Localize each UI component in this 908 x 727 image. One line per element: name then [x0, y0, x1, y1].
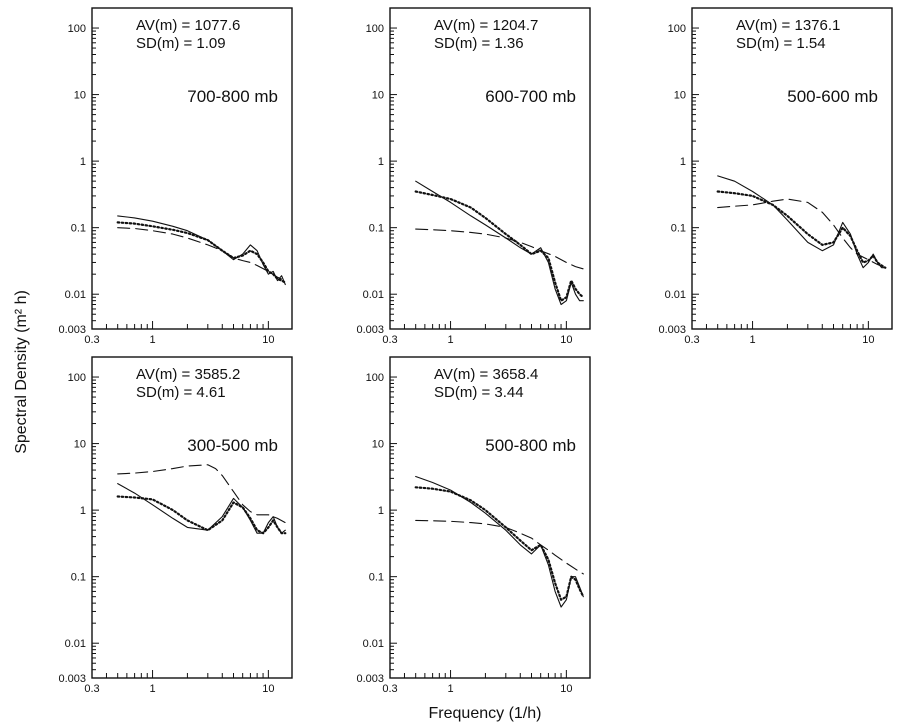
series-line-dashed [415, 519, 584, 575]
x-tick-label: 0.3 [382, 334, 397, 346]
y-tick-label: 0.01 [65, 638, 86, 650]
sd-label: SD(m) = 3.44 [434, 384, 524, 401]
series-line-dashed [415, 228, 584, 270]
av-label: AV(m) = 1077.6 [136, 17, 240, 34]
x-tick-label: 1 [447, 683, 453, 695]
x-tick-label: 1 [749, 334, 755, 346]
series-line-solid [717, 175, 886, 269]
layer-label: 700-800 mb [187, 87, 278, 106]
y-tick-label: 10 [674, 90, 686, 102]
y-tick-label: 10 [372, 439, 384, 451]
y-tick-label: 0.01 [363, 289, 384, 301]
x-tick-label: 1 [447, 334, 453, 346]
y-axis-title: Spectral Density (m² h) [13, 290, 30, 454]
layer-label: 300-500 mb [187, 436, 278, 455]
av-label: AV(m) = 1376.1 [736, 17, 840, 34]
y-tick-label: 1 [378, 156, 384, 168]
series-line-dotted [716, 190, 887, 269]
y-tick-label: 0.003 [58, 673, 86, 685]
y-tick-label: 0.003 [356, 673, 384, 685]
x-tick-label: 1 [149, 683, 155, 695]
plot-frame [91, 356, 293, 679]
y-tick-label: 0.01 [665, 289, 686, 301]
av-label: AV(m) = 3585.2 [136, 366, 240, 383]
x-tick-label: 0.3 [382, 683, 397, 695]
av-label: AV(m) = 1204.7 [434, 17, 538, 34]
x-tick-label: 10 [862, 334, 874, 346]
series-line-solid [415, 475, 584, 608]
x-tick-label: 10 [262, 683, 274, 695]
y-tick-label: 0.003 [58, 324, 86, 336]
series-line-dotted [116, 495, 287, 535]
y-tick-label: 0.1 [671, 223, 686, 235]
series-line-solid [117, 215, 286, 286]
y-tick-label: 10 [74, 439, 86, 451]
y-tick-label: 1 [80, 156, 86, 168]
layer-label: 500-800 mb [485, 436, 576, 455]
sd-label: SD(m) = 1.36 [434, 35, 524, 52]
y-tick-label: 0.1 [369, 223, 384, 235]
y-tick-label: 1 [80, 505, 86, 517]
series-line-dotted [116, 221, 287, 284]
y-tick-label: 1 [378, 505, 384, 517]
series-line-dashed [117, 227, 286, 282]
sd-label: SD(m) = 4.61 [136, 384, 226, 401]
y-tick-label: 10 [74, 90, 86, 102]
x-tick-label: 10 [560, 683, 572, 695]
plot-frame [389, 7, 591, 330]
y-tick-label: 100 [366, 372, 384, 384]
y-tick-label: 0.003 [356, 324, 384, 336]
series-line-dotted [414, 190, 585, 302]
y-tick-label: 0.1 [71, 223, 86, 235]
plot-frame [91, 7, 293, 330]
y-tick-label: 100 [668, 23, 686, 35]
x-tick-label: 0.3 [84, 683, 99, 695]
y-tick-label: 100 [68, 23, 86, 35]
series-line-solid [117, 483, 286, 534]
x-tick-label: 0.3 [84, 334, 99, 346]
sd-label: SD(m) = 1.09 [136, 35, 226, 52]
x-axis-title: Frequency (1/h) [429, 705, 542, 722]
y-tick-label: 0.1 [71, 572, 86, 584]
y-tick-label: 10 [372, 90, 384, 102]
plot-frame [691, 7, 893, 330]
y-tick-label: 0.01 [65, 289, 86, 301]
av-label: AV(m) = 3658.4 [434, 366, 538, 383]
y-tick-label: 0.01 [363, 638, 384, 650]
y-tick-label: 0.003 [658, 324, 686, 336]
layer-label: 500-600 mb [787, 87, 878, 106]
series-line-solid [415, 180, 584, 306]
series-line-dashed [717, 198, 886, 269]
series-line-dashed [117, 464, 286, 524]
series-line-dotted [414, 486, 585, 601]
x-tick-label: 0.3 [684, 334, 699, 346]
y-tick-label: 0.1 [369, 572, 384, 584]
sd-label: SD(m) = 1.54 [736, 35, 826, 52]
y-tick-label: 1 [680, 156, 686, 168]
x-tick-label: 10 [560, 334, 572, 346]
x-tick-label: 10 [262, 334, 274, 346]
y-tick-label: 100 [68, 372, 86, 384]
layer-label: 600-700 mb [485, 87, 576, 106]
plot-frame [389, 356, 591, 679]
y-tick-label: 100 [366, 23, 384, 35]
x-tick-label: 1 [149, 334, 155, 346]
